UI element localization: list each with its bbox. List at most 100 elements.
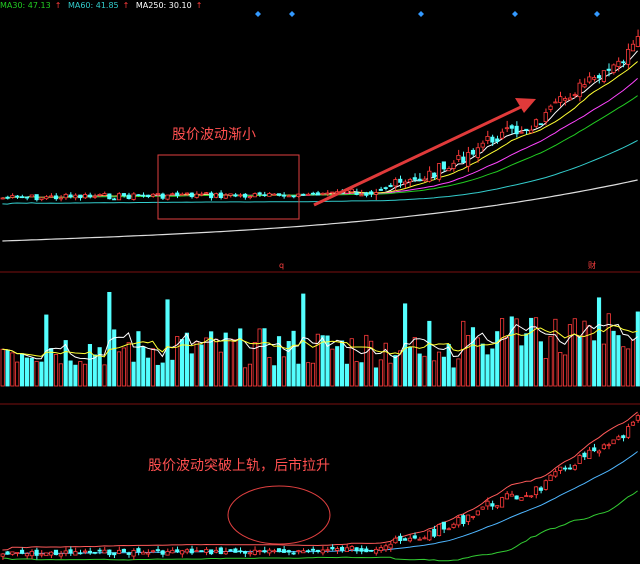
boll-candle [141, 551, 146, 555]
boll-candle [432, 528, 437, 537]
volume-bar [621, 346, 626, 387]
volume-bar [29, 357, 34, 387]
volume-bar [165, 299, 170, 387]
volume-bar [315, 333, 320, 387]
volume-bar [228, 338, 233, 387]
price-candle [209, 192, 214, 199]
boll-candle [626, 426, 631, 438]
boll-candle [466, 514, 471, 522]
price-candle [63, 193, 68, 199]
boll-candle [446, 528, 451, 531]
consolidation-label: 股价波动渐小 [172, 127, 256, 143]
price-candle [601, 70, 606, 82]
price-candle [29, 194, 34, 198]
price-candle [616, 60, 621, 67]
boll-candle [514, 495, 519, 500]
price-candle [267, 193, 272, 197]
price-candle [461, 156, 466, 163]
volume-bar [558, 352, 563, 387]
volume-bar [112, 329, 117, 387]
price-candle [407, 179, 413, 183]
volume-bar [567, 324, 573, 387]
boll-candle [296, 550, 301, 553]
volume-bar [243, 367, 248, 387]
boll-candle [563, 467, 568, 470]
price-candle [548, 105, 553, 110]
boll-candle [243, 551, 248, 554]
boll-candle [131, 550, 136, 557]
boll-candle [179, 550, 185, 555]
price-candle [44, 196, 49, 200]
event-marker-icon[interactable] [594, 11, 600, 17]
marker-cai: 财 [588, 260, 596, 270]
price-candle [630, 43, 636, 52]
volume-bar [53, 354, 59, 387]
volume-bar [34, 360, 39, 387]
price-candle [558, 96, 563, 103]
boll-candle [92, 551, 97, 554]
price-candle [189, 192, 194, 198]
volume-bar [209, 331, 214, 387]
boll-candle [553, 471, 558, 477]
event-marker-icon[interactable] [255, 11, 261, 17]
volume-bar [403, 303, 408, 387]
volume-bar [68, 360, 73, 387]
price-candle [480, 142, 485, 148]
volume-bar [611, 330, 616, 387]
volume-bar [373, 367, 379, 387]
boll-candle [592, 447, 597, 452]
boll-candle [306, 550, 311, 553]
volume-bar [24, 357, 29, 387]
volume-bar [63, 340, 68, 387]
price-candle [325, 192, 330, 195]
volume-bar [306, 362, 311, 387]
boll-candle [58, 553, 63, 557]
volume-bar [107, 291, 112, 387]
price-candle [373, 192, 379, 195]
price-candle [466, 152, 471, 167]
volume-bar [238, 328, 243, 387]
boll-candle [495, 505, 500, 508]
volume-bar [398, 350, 403, 387]
volume-bar [422, 355, 427, 387]
price-candle [262, 194, 267, 197]
price-candle [150, 193, 156, 197]
trend-arrow-head [515, 98, 536, 113]
volume-bar [388, 362, 393, 387]
volume-bar [233, 339, 238, 387]
price-candle [58, 197, 63, 200]
price-candle [582, 84, 587, 88]
annotations-layer: 股价波动渐小 股价波动突破上轨，后市拉升 q 财 [148, 98, 596, 545]
boll-candle [112, 552, 117, 556]
boll-candle [330, 546, 335, 550]
volume-bar [354, 361, 359, 387]
price-candle [369, 191, 374, 195]
price-candle [524, 128, 529, 131]
volume-bar [272, 365, 277, 387]
price-candle [252, 193, 257, 198]
event-marker-icon[interactable] [418, 11, 424, 17]
volume-bar [601, 343, 606, 387]
event-marker-icon[interactable] [512, 11, 518, 17]
price-candle [592, 77, 597, 80]
boll-candle [97, 549, 102, 552]
price-candle [538, 123, 543, 126]
volume-bar [116, 351, 122, 387]
volume-bar [276, 336, 282, 387]
boll-candle [543, 480, 548, 490]
price-candle [315, 192, 320, 196]
boll-candle [582, 452, 587, 458]
boll-candle [170, 549, 175, 554]
price-candle [621, 61, 626, 64]
price-candle [68, 194, 73, 198]
price-candle [427, 170, 432, 182]
volume-bar [519, 345, 524, 387]
boll-candle [378, 547, 383, 551]
price-candle [446, 168, 451, 172]
event-marker-icon[interactable] [289, 11, 295, 17]
price-candle [432, 172, 437, 178]
boll-candle [15, 552, 20, 554]
price-candle [499, 131, 505, 139]
volume-bar [524, 333, 529, 387]
volume-bar [383, 342, 388, 387]
